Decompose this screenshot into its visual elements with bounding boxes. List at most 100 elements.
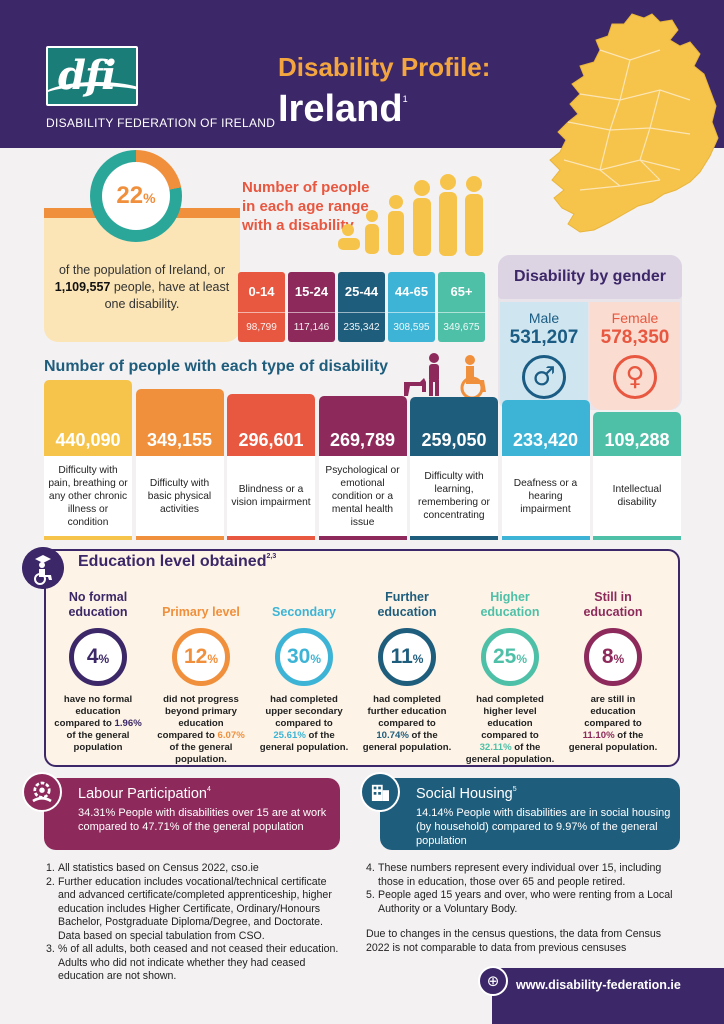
- education-compare-value: 1.96%: [114, 718, 142, 729]
- education-text-after: of the general population.: [259, 730, 349, 753]
- disability-bar-2: [227, 393, 315, 456]
- footnote-text: % of all adults, both ceased and not cea…: [58, 943, 339, 982]
- education-level-ring: 4%: [69, 628, 127, 686]
- labour-gear-person-icon: [22, 772, 62, 812]
- labour-footnote-marker: 4: [206, 786, 211, 793]
- age-group-label: 15-24: [294, 284, 329, 299]
- footnotes-right-list: 4. These numbers represent every individu…: [366, 862, 686, 916]
- education-level-1: Primary level 12% did not progress beyond …: [155, 588, 247, 766]
- housing-footnote-marker: 5: [512, 786, 517, 793]
- education-level-text: did not progress beyond primary educatio…: [155, 694, 247, 766]
- footnote-item: 5. People aged 15 years and over, who wer…: [366, 889, 686, 916]
- footnotes-left: 1. All statistics based on Census 2022, c…: [46, 862, 346, 984]
- disability-bar-label: Difficulty with learning, remembering or…: [410, 456, 498, 540]
- female-card: Female 578,350 ♀: [590, 302, 680, 410]
- disability-bar-6: [593, 411, 681, 456]
- disability-bar-4: [410, 397, 498, 456]
- education-level-percent-sign: %: [412, 652, 424, 666]
- dfi-logo: dfi: [46, 46, 138, 106]
- age-group-1: 15-24 117,146: [288, 272, 335, 342]
- education-text-after: of the general population.: [362, 730, 452, 753]
- age-group-value: 235,342: [338, 312, 385, 342]
- education-level-text: had completed higher level education com…: [464, 694, 556, 766]
- age-range-list: 0-14 98,799 15-24 117,146 25-44 235,342 44-65 3…: [238, 272, 485, 342]
- age-group-2: 25-44 235,342: [338, 272, 385, 342]
- disability-bar-3: [318, 396, 407, 456]
- education-compare-value: 11.10%: [582, 730, 615, 741]
- education-level-percent: 25: [492, 645, 517, 668]
- footnote-text: These numbers represent every individual…: [378, 862, 662, 888]
- disability-bar-0: [44, 380, 132, 456]
- footnote-number: 4.: [366, 862, 375, 874]
- male-value: 531,207: [509, 327, 579, 348]
- education-text-before: have no formal education compared to: [54, 694, 133, 729]
- housing-panel: [380, 778, 680, 850]
- page-title-country: Ireland: [278, 88, 403, 130]
- graduate-wheelchair-icon: [22, 547, 64, 589]
- census-note: Due to changes in the census questions, …: [366, 928, 662, 954]
- education-text-before: had completed higher level education com…: [476, 694, 544, 741]
- footnote-text: Further education includes vocational/te…: [58, 875, 332, 942]
- age-group-3: 44-65 308,595: [388, 272, 435, 342]
- education-text-after: of the general population: [66, 730, 130, 753]
- education-text-after: of the general population.: [568, 730, 658, 753]
- male-symbol-icon: ♂: [522, 355, 566, 399]
- age-people-icon: [338, 174, 483, 256]
- disability-bar-5: [501, 399, 590, 456]
- education-level-5: Still in education 8% are still in educati…: [567, 588, 659, 754]
- education-level-percent: 8: [601, 645, 614, 668]
- age-group-value: 117,146: [288, 312, 335, 342]
- education-title-text: Education level obtained: [78, 553, 267, 570]
- footnote-number: 1.: [46, 862, 55, 874]
- female-symbol-icon: ♀: [613, 355, 657, 399]
- logo-swoosh-icon: [48, 82, 136, 104]
- male-label: Male: [528, 310, 560, 326]
- footnote-item: 2. Further education includes vocational/…: [46, 876, 346, 944]
- footnote-item: 1. All statistics based on Census 2022, c…: [46, 862, 346, 876]
- footer: [492, 968, 724, 1024]
- page-title-line2: Ireland1: [278, 88, 408, 131]
- footnotes-right: 4. These numbers represent every individu…: [366, 862, 686, 955]
- population-percent: 22%: [102, 162, 170, 230]
- education-text-before: had completed further education compared…: [367, 694, 447, 729]
- education-footnote-marker: 2,3: [266, 553, 277, 560]
- population-text-after: people, have at least one disability.: [104, 280, 230, 311]
- education-level-percent: 4: [86, 645, 99, 668]
- education-level-percent-sign: %: [207, 652, 219, 666]
- footnote-item: 3.% of all adults, both ceased and not c…: [46, 943, 346, 984]
- education-level-text: had completed upper secondary compared t…: [258, 694, 350, 754]
- education-level-head: Secondary: [272, 605, 336, 619]
- education-level-head: Primary level: [162, 605, 240, 619]
- globe-icon: ⊕: [478, 966, 508, 996]
- education-level-percent-sign: %: [516, 652, 528, 666]
- disability-bar-value: 349,155: [146, 430, 213, 450]
- disability-bar-value: 233,420: [512, 430, 579, 450]
- disability-bar-label: Difficulty with basic physical activitie…: [135, 456, 224, 540]
- education-level-head: Further education: [377, 590, 437, 619]
- education-level-ring: 30%: [275, 628, 333, 686]
- age-group-label: 25-44: [344, 284, 379, 299]
- education-text-before: had completed upper secondary compared t…: [265, 694, 343, 729]
- housing-building-icon: [360, 772, 400, 812]
- disability-bar-label: Intellectual disability: [593, 456, 681, 540]
- education-level-ring: 11%: [378, 628, 436, 686]
- disability-bar-1: [135, 388, 224, 456]
- labour-text: 34.31% People with disabilities over 15 …: [78, 807, 327, 833]
- education-level-3: Further education 11% had completed furthe…: [361, 588, 453, 754]
- population-text-before: of the population of Ireland, or: [58, 263, 226, 277]
- disability-bar-label: Deafness or a hearing impairment: [501, 456, 590, 540]
- disability-bar-value: 109,288: [604, 430, 670, 450]
- page-title-line1: Disability Profile:: [278, 52, 491, 82]
- education-panel: [44, 549, 680, 767]
- disability-bar-label: Psychological or emotional condition or …: [318, 456, 407, 540]
- footnote-text: All statistics based on Census 2022, cso…: [58, 862, 259, 874]
- education-level-head: Higher education: [480, 590, 540, 619]
- education-level-2: Secondary 30% had completed upper secondar…: [258, 588, 350, 754]
- website-link[interactable]: www.disability-federation.ie: [516, 978, 681, 992]
- age-group-value: 349,675: [438, 312, 485, 342]
- disability-bar-value: 269,789: [329, 430, 396, 450]
- education-title: Education level obtained2,3: [78, 553, 276, 571]
- disability-bar-value: 296,601: [238, 430, 304, 450]
- disability-bar-value: 440,090: [55, 430, 121, 450]
- education-text-before: are still in education compared to: [584, 694, 642, 729]
